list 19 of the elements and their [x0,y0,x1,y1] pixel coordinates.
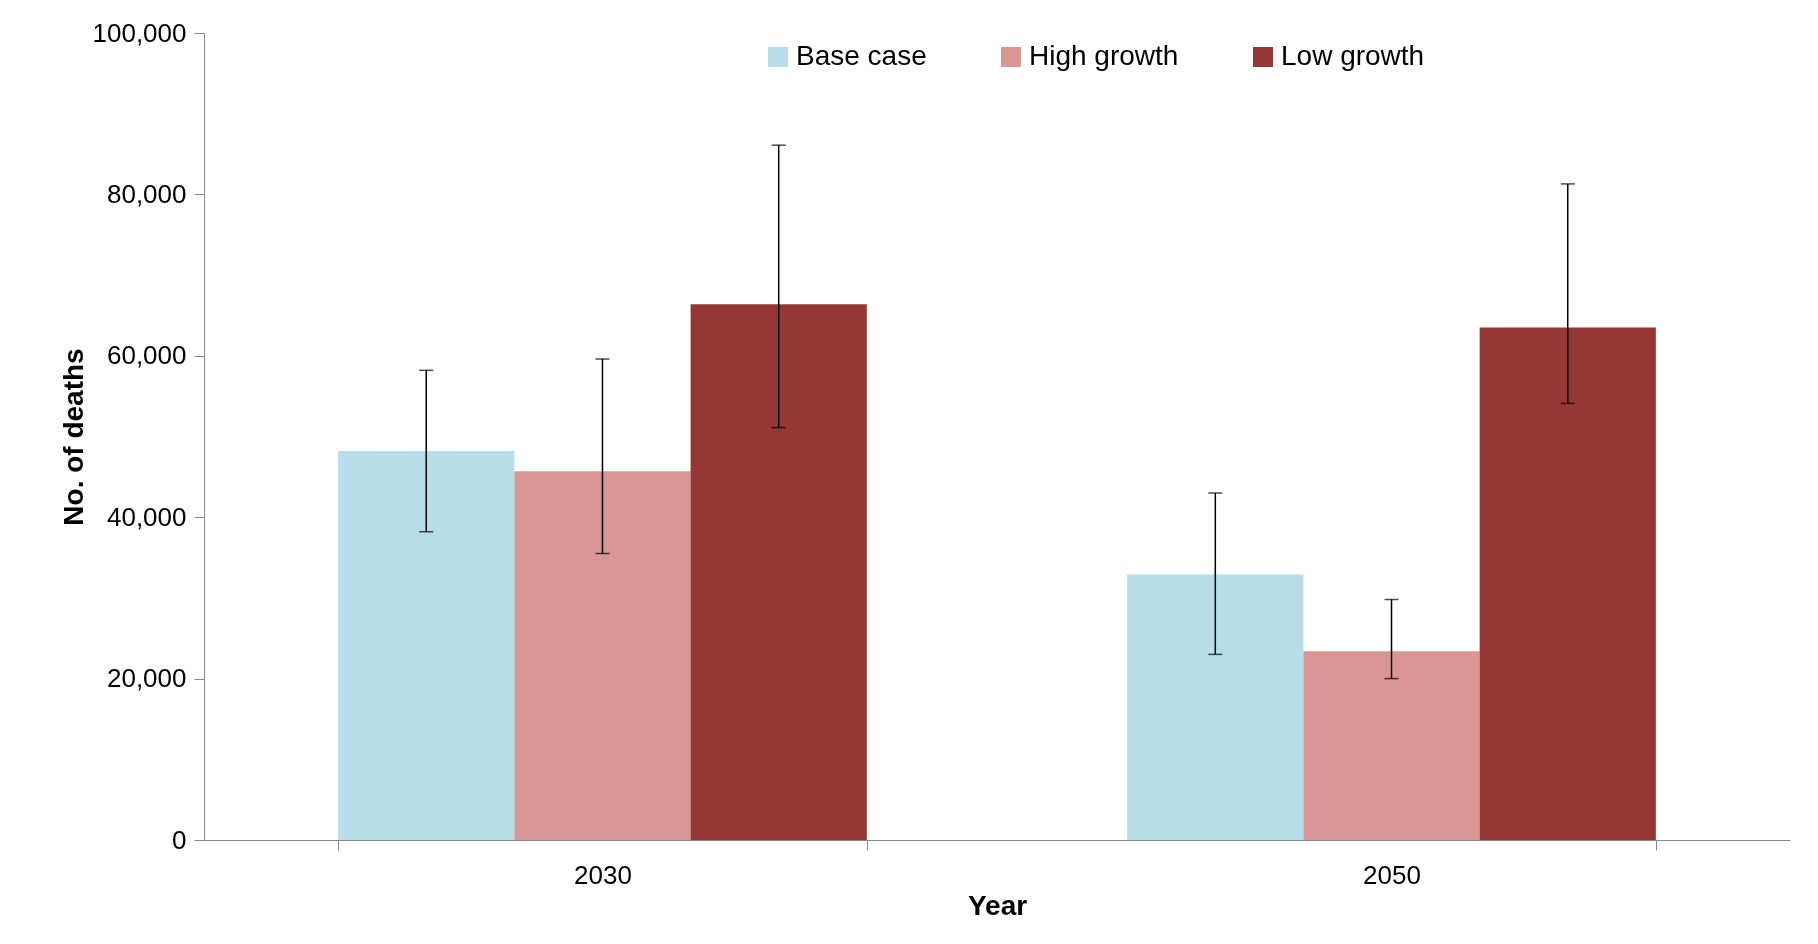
legend-label: Base case [796,40,927,71]
y-tick-label: 20,000 [106,663,187,694]
x-axis-title: Year [967,889,1028,921]
legend-label: High growth [1029,40,1179,71]
bar [514,471,691,840]
y-tick-label: 0 [172,824,187,855]
x-tick-label: 2050 [1363,859,1421,890]
bar [1127,574,1304,840]
y-tick-label: 80,000 [106,178,187,209]
bar [338,451,515,840]
bar [690,304,867,840]
y-tick-label: 100,000 [92,17,187,48]
legend-label: Low growth [1281,40,1425,71]
x-tick-label: 2030 [574,859,632,890]
y-tick-label: 60,000 [106,340,187,371]
bar [1303,651,1480,840]
y-tick-label: 40,000 [106,501,187,532]
y-axis-title: No. of deaths [57,348,89,526]
bar [1479,327,1656,840]
